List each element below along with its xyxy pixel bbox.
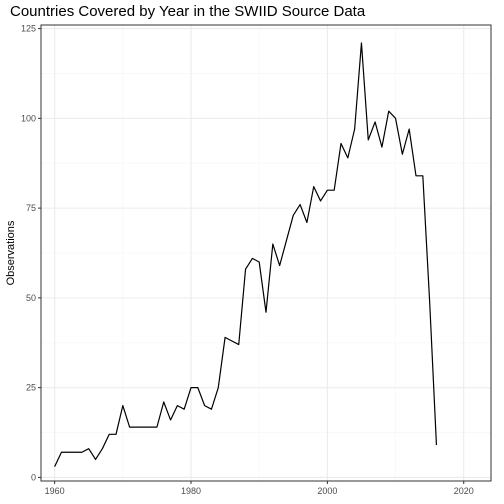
observations-line [54, 42, 438, 467]
y-tick-label: 0 [31, 472, 36, 482]
x-tick-label: 2000 [317, 486, 337, 496]
y-tick-label: 50 [26, 293, 36, 303]
x-axis: 1960 1980 2000 2020 [45, 481, 474, 496]
y-tick-label: 125 [21, 24, 36, 34]
y-axis: 0 25 50 75 100 125 [21, 24, 41, 482]
y-tick-label: 25 [26, 383, 36, 393]
major-gridlines [41, 25, 491, 481]
x-tick-label: 2020 [454, 486, 474, 496]
chart-title: Countries Covered by Year in the SWIID S… [10, 3, 366, 20]
series-layer [54, 42, 438, 467]
y-tick-label: 75 [26, 203, 36, 213]
y-axis-title: Observations [5, 220, 17, 285]
panel-border [40, 24, 492, 482]
y-tick-label: 100 [21, 113, 36, 123]
x-tick-label: 1980 [181, 486, 201, 496]
x-tick-label: 1960 [45, 486, 65, 496]
